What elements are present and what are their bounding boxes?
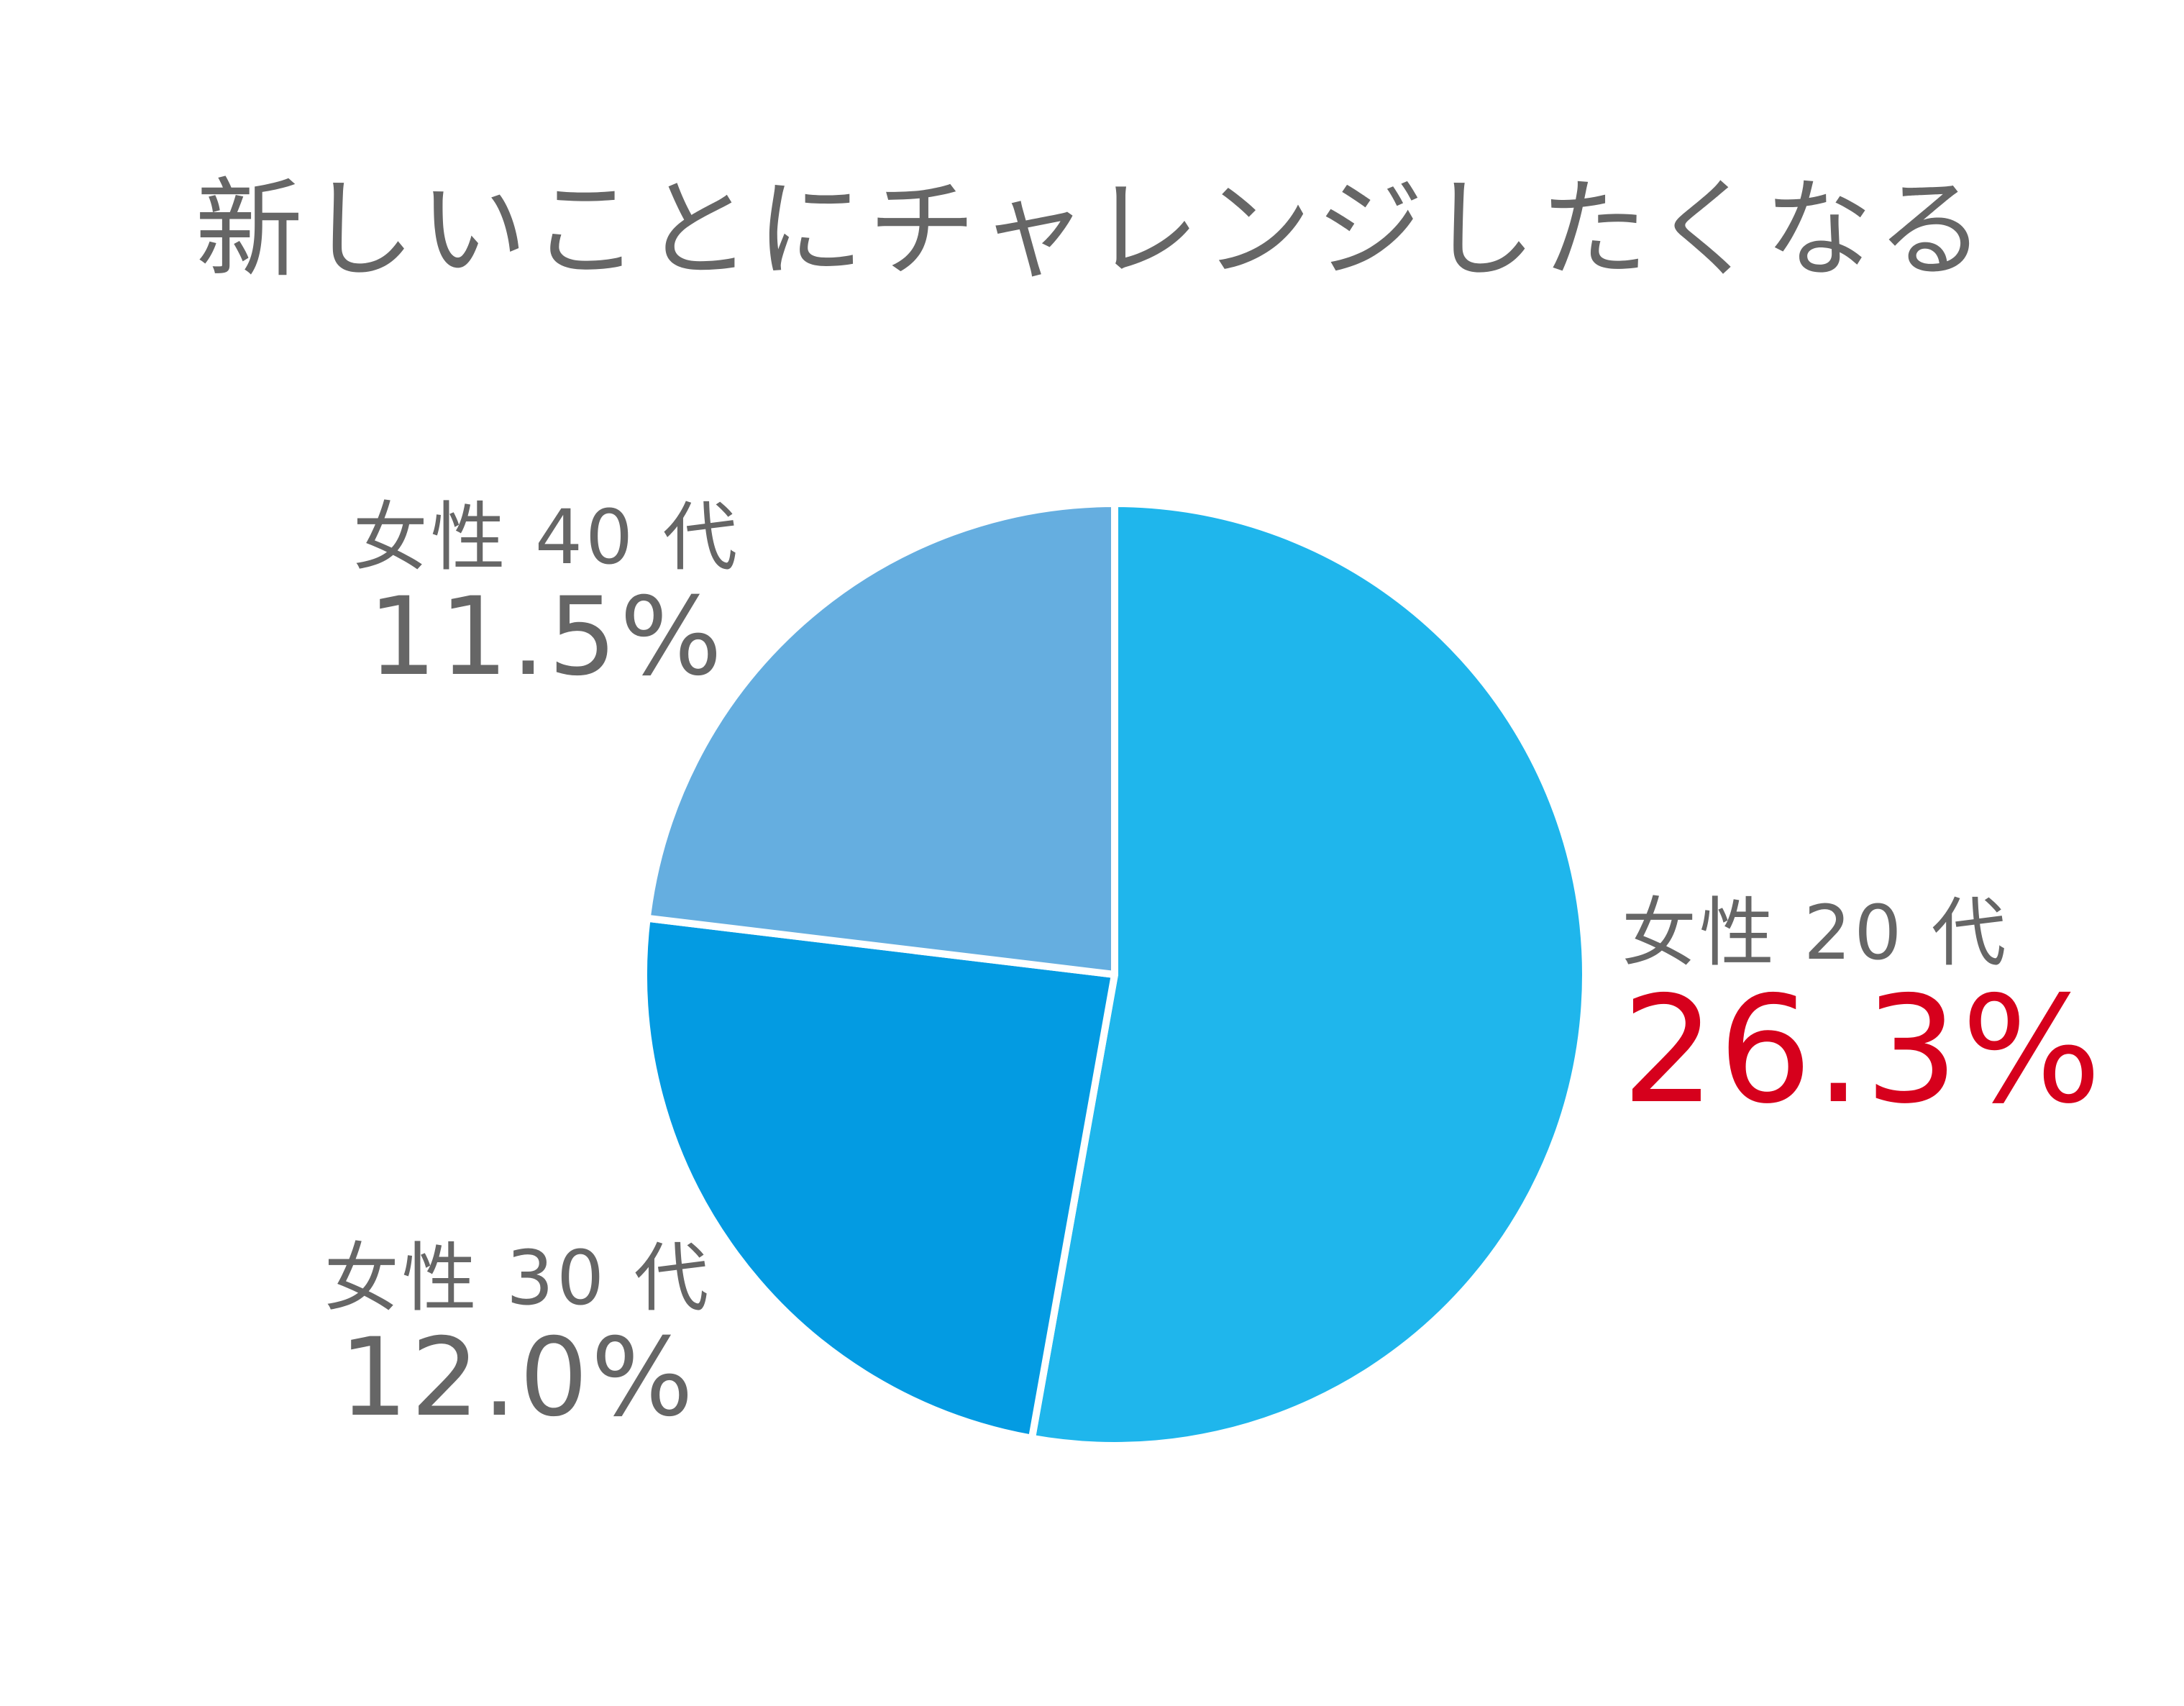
slice-name-female-20s: 女性 20 代 — [1622, 889, 2009, 977]
slice-name-female-30s: 女性 30 代 — [324, 1234, 712, 1322]
pie-slice-female-40s — [643, 500, 1118, 978]
slice-label-female-40s: 女性 40 代 11.5% — [338, 496, 755, 697]
slice-label-female-30s: 女性 30 代 12.0% — [316, 1237, 719, 1438]
slice-value-female-40s: 11.5% — [367, 575, 726, 701]
chart-title: 新しいことにチャレンジしたくなる — [195, 168, 1989, 293]
slice-value-female-30s: 12.0% — [339, 1315, 697, 1441]
slice-value-female-20s: 26.3% — [1622, 965, 2105, 1137]
slice-label-female-20s: 女性 20 代 26.3% — [1622, 892, 2104, 1129]
slice-name-female-40s: 女性 40 代 — [352, 493, 741, 581]
pie-slice-female-30s — [640, 914, 1118, 1442]
pie-slice-female-20s — [1028, 500, 1589, 1449]
